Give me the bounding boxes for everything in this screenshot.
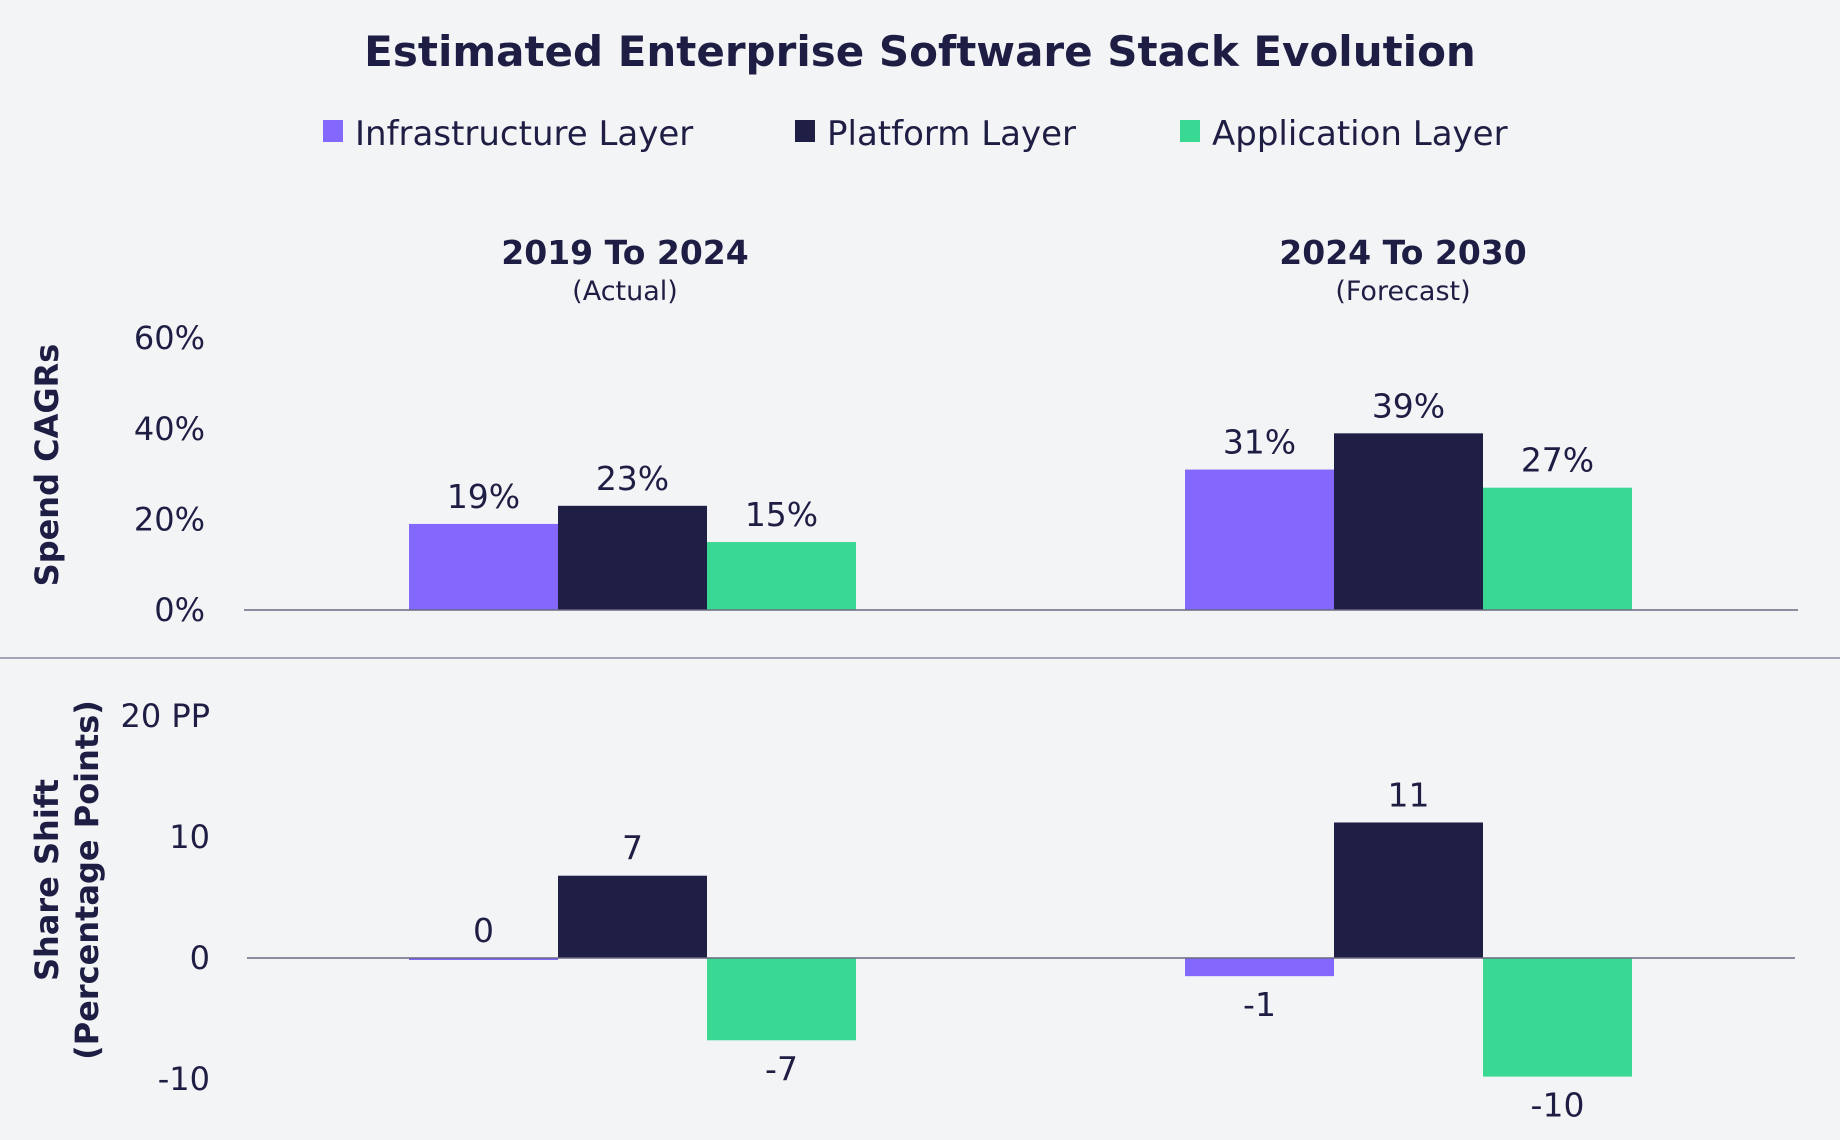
top-bar-application	[1483, 487, 1632, 610]
group-title-2: 2024 To 2030	[1279, 233, 1526, 272]
bottom-bar-application	[1483, 958, 1632, 1077]
chart-title: Estimated Enterprise Software Stack Evol…	[364, 27, 1476, 76]
bottom-data-label: -7	[765, 1049, 798, 1088]
legend-label-application: Application Layer	[1212, 114, 1508, 154]
legend-swatch-infrastructure	[323, 120, 343, 142]
top-bar-infrastructure	[1185, 469, 1334, 610]
top-data-label: 23%	[596, 459, 669, 498]
top-data-label: 39%	[1372, 386, 1445, 425]
top-data-label: 27%	[1521, 441, 1594, 480]
bottom-panel: -10 0 10 20 PP 0 -1 7 11 -7 -10	[121, 697, 1795, 1125]
legend-swatch-platform	[795, 120, 815, 142]
bottom-bar-infrastructure	[1185, 958, 1334, 977]
bottom-y-tick-label: 20 PP	[121, 697, 210, 735]
top-bar-infrastructure	[409, 523, 558, 610]
legend-swatch-application	[1180, 120, 1200, 142]
top-bar-application	[707, 542, 856, 610]
bottom-bar-application	[707, 958, 856, 1041]
top-y-tick-label: 0%	[154, 591, 205, 629]
y-axis-title-top: Spend CAGRs	[28, 344, 66, 587]
legend-label-platform: Platform Layer	[827, 114, 1076, 154]
top-y-tick-label: 40%	[134, 410, 205, 448]
bottom-data-label: 0	[473, 911, 494, 950]
legend-item-application: Application Layer	[1180, 114, 1508, 154]
legend-label-infrastructure: Infrastructure Layer	[355, 114, 693, 154]
top-y-tick-label: 20%	[134, 500, 205, 538]
bottom-data-label: 11	[1388, 775, 1430, 814]
bottom-bar-platform	[558, 875, 707, 958]
top-panel: 0% 20% 40% 60% 19% 31% 23% 39% 15% 27%	[134, 319, 1798, 629]
legend: Infrastructure Layer Platform Layer Appl…	[323, 114, 1508, 154]
bottom-data-label: -10	[1531, 1086, 1585, 1125]
bottom-bar-infrastructure	[409, 958, 558, 960]
top-bar-platform	[558, 505, 707, 610]
top-y-tick-label: 60%	[134, 319, 205, 357]
bottom-bar-platform	[1334, 822, 1483, 958]
group-subtitle-1: (Actual)	[572, 276, 678, 307]
top-bar-platform	[1334, 433, 1483, 610]
bottom-y-tick-label: 10	[169, 818, 210, 856]
legend-item-platform: Platform Layer	[795, 114, 1076, 154]
top-data-label: 15%	[745, 495, 818, 534]
group-subtitle-2: (Forecast)	[1335, 276, 1470, 307]
y-axis-title-bottom: Share Shift	[28, 779, 66, 981]
group-title-1: 2019 To 2024	[501, 233, 748, 272]
bottom-y-tick-label: -10	[158, 1060, 210, 1098]
y-axis-subtitle-bottom: (Percentage Points)	[68, 700, 106, 1060]
bottom-y-tick-label: 0	[190, 939, 210, 977]
top-data-label: 31%	[1223, 423, 1296, 462]
bottom-data-label: -1	[1243, 985, 1276, 1024]
legend-item-infrastructure: Infrastructure Layer	[323, 114, 693, 154]
top-data-label: 19%	[447, 477, 520, 516]
bottom-data-label: 7	[622, 829, 643, 868]
